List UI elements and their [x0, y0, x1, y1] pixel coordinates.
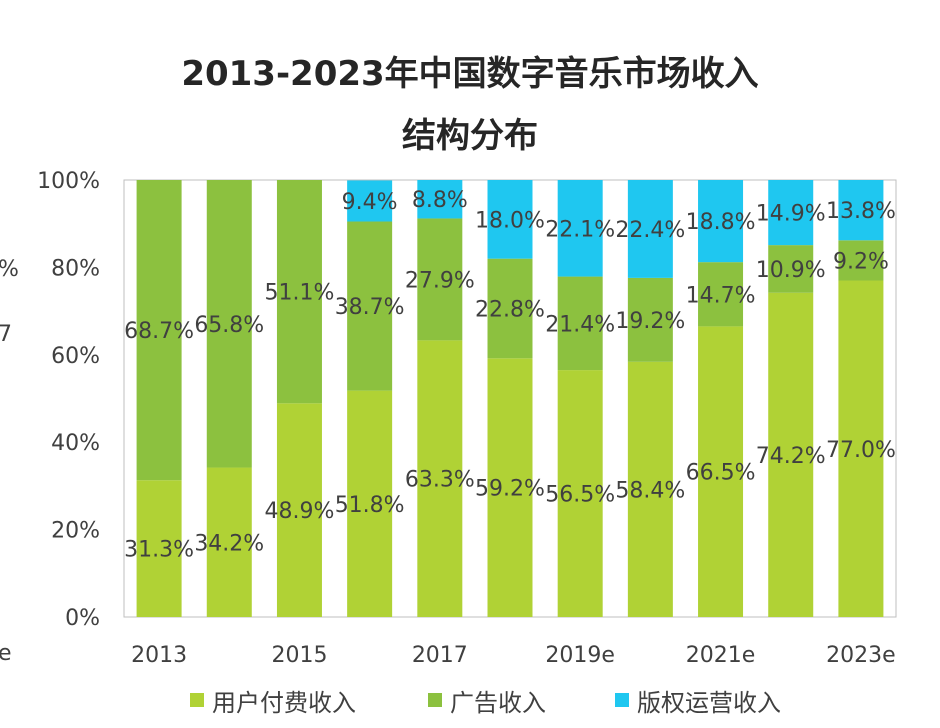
bar-segment — [838, 180, 884, 241]
x-tick-label: 2021e — [686, 643, 756, 668]
x-tick-label: 2017 — [412, 643, 468, 668]
data-label: 14.7% — [686, 283, 756, 308]
bar-segment — [417, 218, 463, 341]
bar-segment — [136, 180, 182, 481]
bar-segment — [768, 245, 814, 293]
data-label: 68.7% — [124, 319, 194, 344]
chart-title: 2013-2023年中国数字音乐市场收入 — [181, 54, 759, 94]
data-label: 18.8% — [686, 210, 756, 235]
data-label: 19.2% — [615, 309, 685, 334]
data-label: 14.9% — [756, 202, 826, 227]
legend-swatch — [190, 693, 204, 707]
data-label: 74.2% — [756, 444, 826, 469]
legend-label: 用户付费收入 — [212, 688, 356, 717]
data-label: 63.3% — [405, 468, 475, 493]
bar-segment — [347, 390, 393, 617]
bar-segment — [627, 180, 673, 278]
data-label: 18.0% — [475, 208, 545, 233]
legend-item-copyright: 版权运营收入 — [615, 684, 781, 717]
bar-segment — [487, 258, 533, 359]
y-tick-label: 80% — [51, 256, 100, 281]
bar-segment — [206, 467, 252, 617]
bar-segment — [838, 240, 884, 281]
clipped-fragment: 7 — [0, 322, 12, 347]
bar-segment — [276, 403, 322, 617]
bar-segment — [768, 292, 814, 617]
data-label: 22.8% — [475, 297, 545, 322]
data-label: 8.8% — [412, 188, 468, 213]
bar-segment — [698, 262, 744, 327]
y-tick-label: 0% — [65, 606, 100, 631]
y-tick-label: 60% — [51, 344, 100, 369]
data-label: 59.2% — [475, 477, 545, 502]
bar-segment — [557, 180, 603, 277]
legend-item-ads: 广告收入 — [428, 684, 546, 717]
data-label: 51.1% — [265, 281, 335, 306]
x-tick-label: 2013 — [131, 643, 187, 668]
bar-segment — [627, 277, 673, 362]
bar-segment — [276, 180, 322, 404]
bar-segment — [136, 480, 182, 617]
bar-segment — [347, 221, 393, 391]
data-label: 22.4% — [615, 218, 685, 243]
data-label: 21.4% — [545, 312, 615, 337]
data-label: 58.4% — [615, 478, 685, 503]
data-label: 22.1% — [545, 217, 615, 242]
y-tick-label: 100% — [37, 169, 100, 194]
data-label: 9.4% — [342, 190, 398, 215]
bar-segment — [417, 340, 463, 617]
bar-segment — [557, 276, 603, 371]
bar-segment — [417, 180, 463, 219]
data-label: 65.8% — [194, 313, 264, 338]
data-label: 31.3% — [124, 538, 194, 563]
legend-label: 广告收入 — [450, 688, 546, 717]
bar-segment — [627, 361, 673, 617]
data-label: 51.8% — [335, 493, 405, 518]
bar-segment — [698, 180, 744, 263]
clipped-fragment: % — [0, 257, 19, 282]
x-tick-label: 2015 — [271, 643, 327, 668]
data-label: 9.2% — [833, 249, 889, 274]
data-label: 48.9% — [265, 499, 335, 524]
bar-segment — [838, 280, 884, 617]
y-tick-label: 40% — [51, 431, 100, 456]
data-label: 10.9% — [756, 258, 826, 283]
clipped-fragment: e — [0, 641, 12, 666]
legend-swatch — [615, 693, 629, 707]
x-tick-label: 2019e — [545, 643, 615, 668]
bar-segment — [206, 180, 252, 468]
bar-segment — [487, 180, 533, 259]
bar-segment — [698, 326, 744, 617]
x-tick-label: 2023e — [826, 643, 896, 668]
bar-segment — [557, 370, 603, 617]
legend-label: 版权运营收入 — [637, 688, 781, 717]
data-label: 13.8% — [826, 199, 896, 224]
data-label: 34.2% — [194, 531, 264, 556]
y-tick-label: 20% — [51, 519, 100, 544]
data-label: 66.5% — [686, 461, 756, 486]
bar-segment — [347, 180, 393, 222]
bar-segment — [768, 180, 814, 246]
bar-segment — [487, 358, 533, 617]
data-label: 77.0% — [826, 438, 896, 463]
data-label: 56.5% — [545, 483, 615, 508]
chart-subtitle: 结构分布 — [402, 116, 538, 156]
data-label: 27.9% — [405, 268, 475, 293]
data-label: 38.7% — [335, 295, 405, 320]
legend-swatch — [428, 693, 442, 707]
legend-item-user-pay: 用户付费收入 — [190, 684, 356, 717]
